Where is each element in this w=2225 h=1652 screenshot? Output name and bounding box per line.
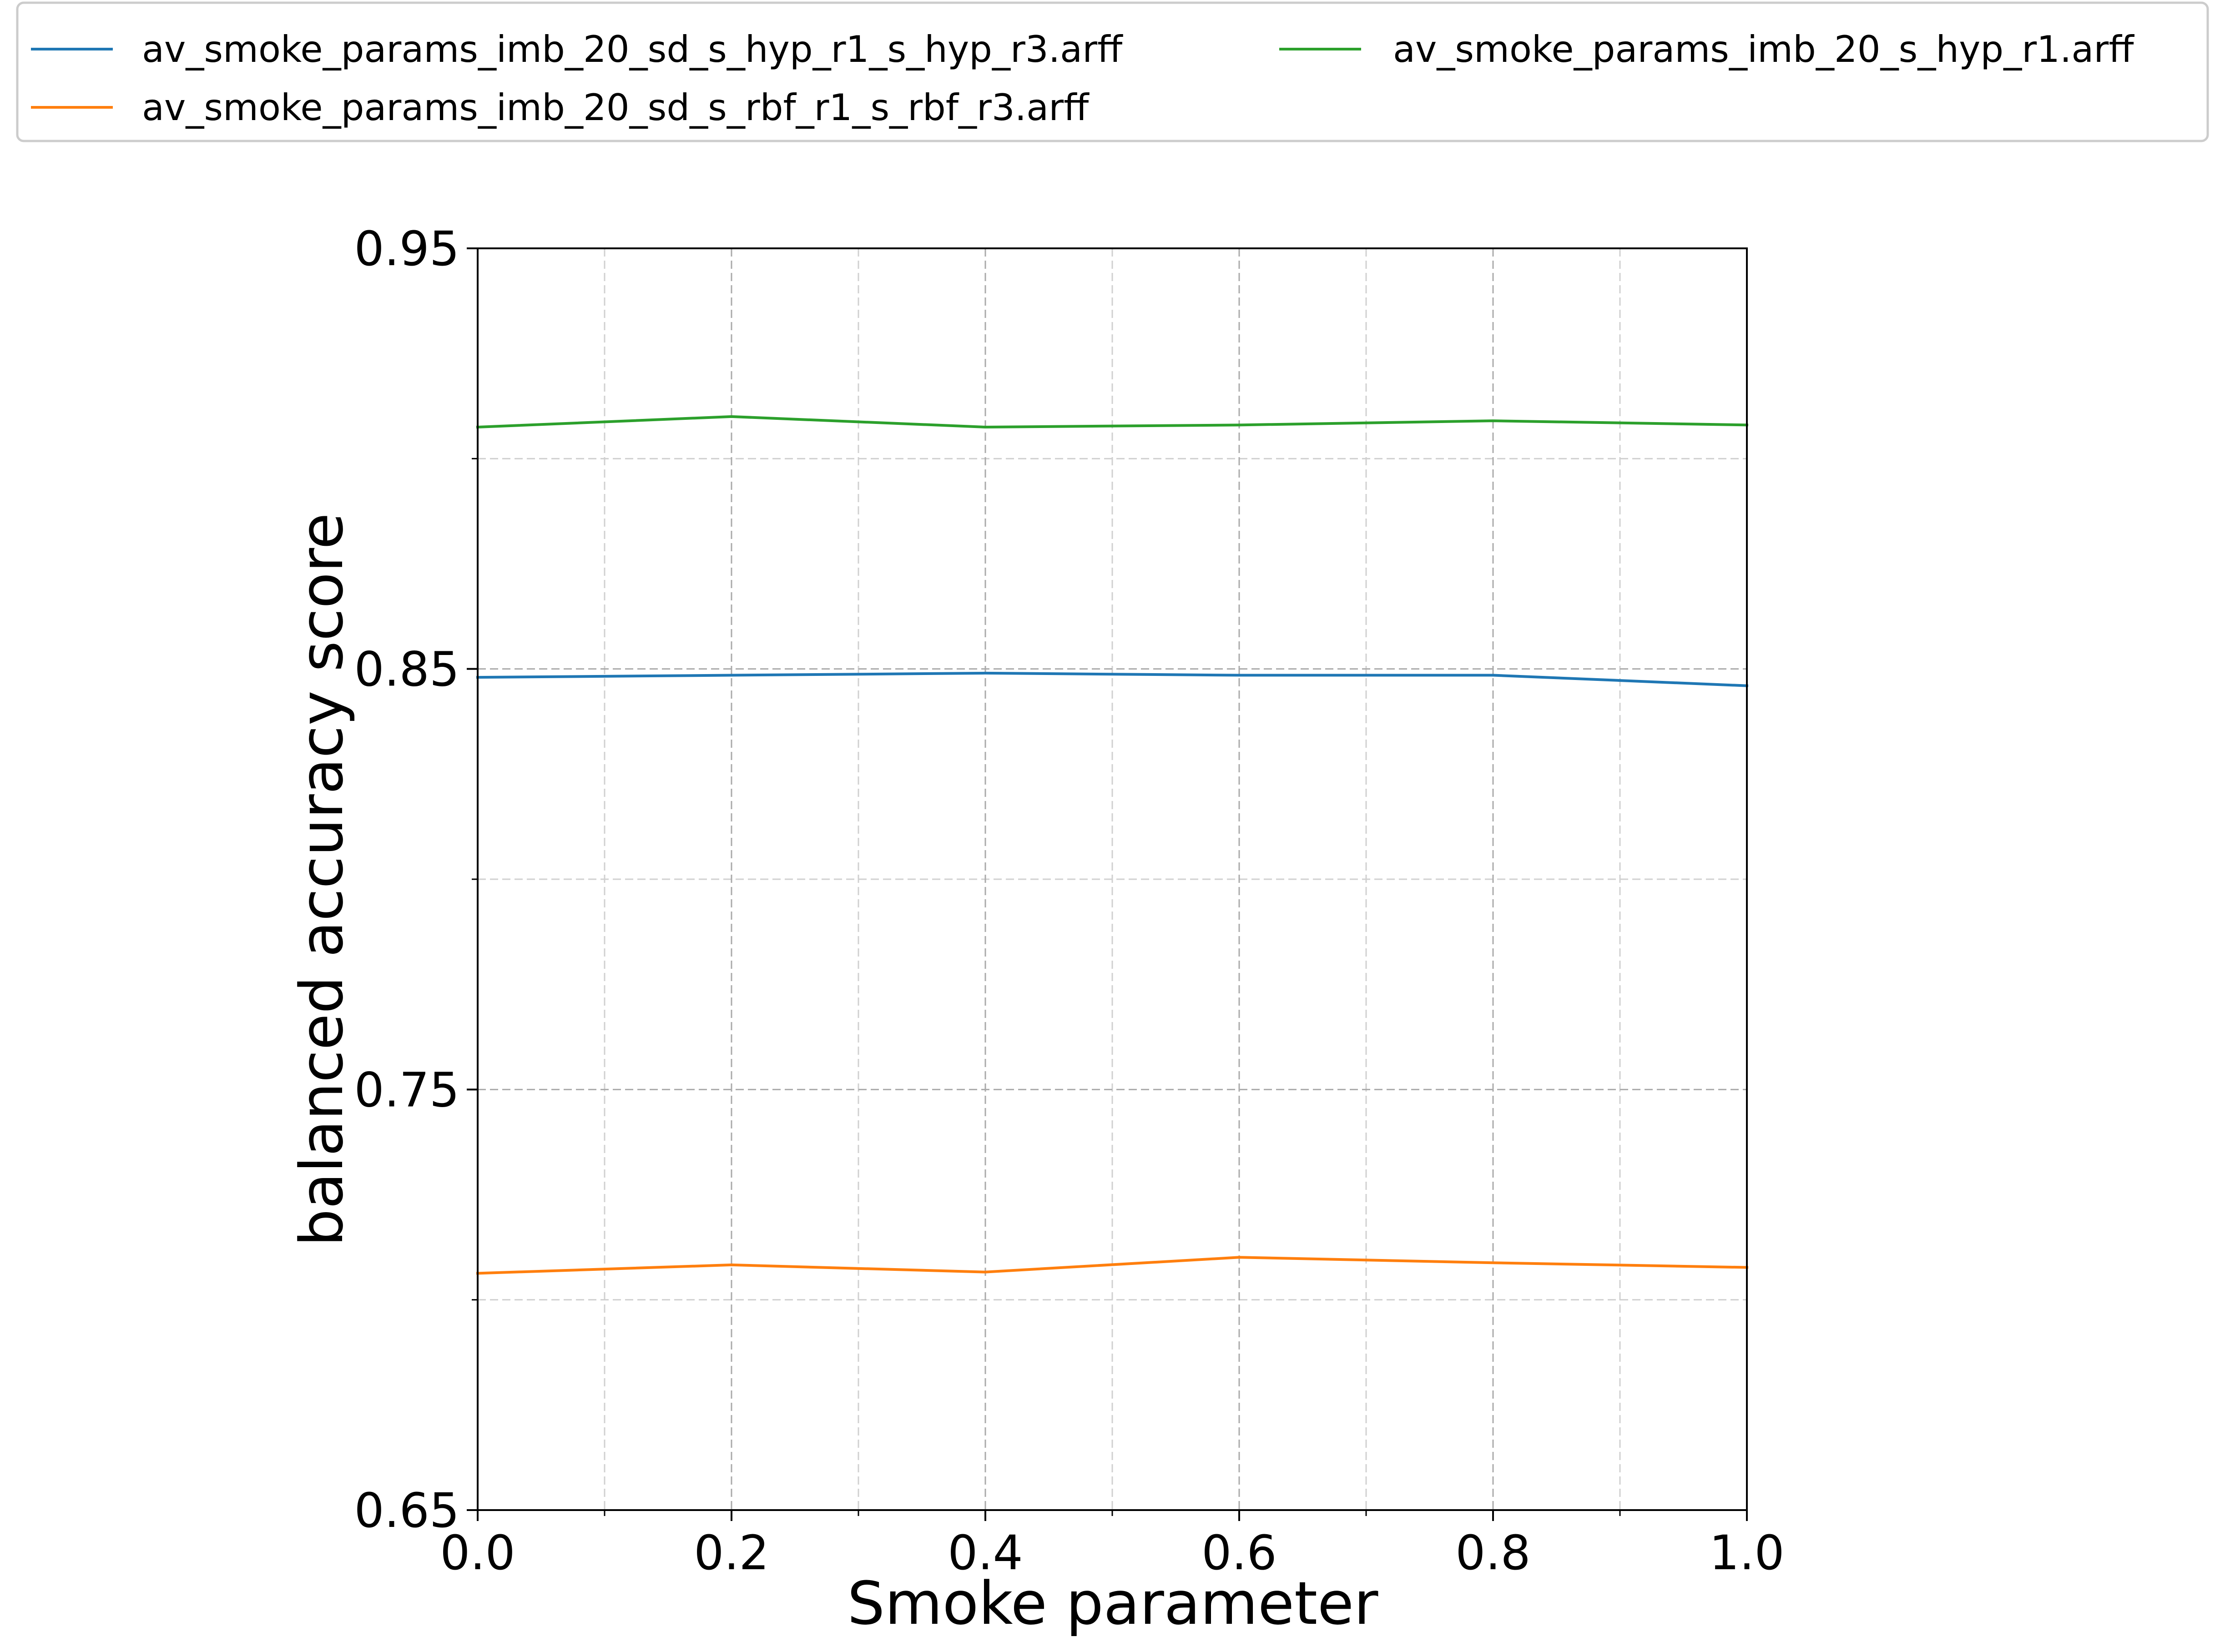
y-axis-label: balanced accuracy score <box>287 513 356 1247</box>
legend-label-series-3: av_smoke_params_imb_20_sd_s_rbf_r1_s_rbf… <box>142 86 1090 129</box>
y-tick-label-2: 0.85 <box>354 642 459 697</box>
x-tick-label-4: 0.8 <box>1455 1525 1530 1581</box>
y-tick-label-3: 0.95 <box>354 221 459 277</box>
series-line-1 <box>476 671 1749 687</box>
legend-box <box>16 1 2209 142</box>
legend-entry-series-1: av_smoke_params_imb_20_sd_s_hyp_r1_s_hyp… <box>31 28 1123 71</box>
series-lines <box>476 415 1749 1275</box>
legend-label-series-2: av_smoke_params_imb_20_s_hyp_r1.arff <box>1393 28 2134 71</box>
y-tick-label-1: 0.75 <box>354 1062 459 1118</box>
y-tick-label-0: 0.65 <box>354 1483 459 1538</box>
series-line-3 <box>476 1256 1749 1275</box>
series-line-2 <box>476 415 1749 429</box>
axis-ticks: 0.0 0.2 0.4 0.6 0.8 1.0 0.65 0.75 0.85 0.95 <box>354 221 1784 1581</box>
x-tick-label-0: 0.0 <box>440 1525 515 1581</box>
legend-label-series-1: av_smoke_params_imb_20_sd_s_hyp_r1_s_hyp… <box>142 28 1123 71</box>
legend-entry-series-2: av_smoke_params_imb_20_s_hyp_r1.arff <box>1279 28 2134 71</box>
x-axis-label: Smoke parameter <box>848 1569 1379 1638</box>
x-tick-label-2: 0.4 <box>948 1525 1023 1581</box>
legend-entry-series-3: av_smoke_params_imb_20_sd_s_rbf_r1_s_rbf… <box>31 86 1090 129</box>
x-tick-label-5: 1.0 <box>1709 1525 1784 1581</box>
x-tick-label-1: 0.2 <box>694 1525 769 1581</box>
x-tick-label-3: 0.6 <box>1201 1525 1276 1581</box>
